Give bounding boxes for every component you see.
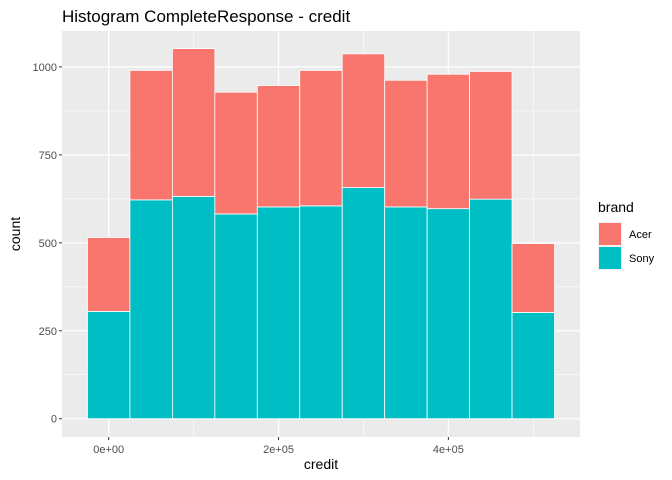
bar-sony-bin-6	[341, 187, 386, 420]
bar-sony-bin-0	[87, 311, 131, 420]
bar-sony-bin-3	[214, 213, 258, 420]
bar-acer-bin-3	[214, 91, 258, 215]
legend-label-acer: Acer	[629, 229, 652, 241]
x-tick-label: 0e+00	[93, 444, 124, 456]
bar-acer-bin-0	[87, 237, 131, 312]
bar-acer-bin-1	[129, 70, 173, 201]
bar-acer-bin-9	[469, 71, 513, 200]
x-axis: 0e+00 2e+05 4e+05	[93, 437, 464, 456]
bar-sony-bin-2	[171, 195, 216, 420]
y-tick-label: 750	[39, 150, 57, 162]
legend-swatch-acer	[599, 223, 621, 245]
y-axis-title: count	[7, 217, 23, 251]
y-axis: 0 250 500 750 1000	[33, 62, 62, 426]
bar-acer-bin-10	[511, 243, 555, 313]
legend-label-sony: Sony	[629, 253, 655, 265]
x-tick-label: 2e+05	[263, 444, 294, 456]
y-tick-label: 250	[39, 326, 57, 338]
legend-swatch-sony	[599, 247, 621, 269]
bar-sony-bin-8	[426, 208, 471, 420]
legend: brand Acer Sony	[598, 199, 655, 270]
bar-sony-bin-7	[384, 206, 428, 420]
legend-title: brand	[598, 199, 634, 215]
histogram-bars	[87, 48, 555, 420]
bar-acer-bin-6	[341, 53, 386, 188]
bar-acer-bin-2	[171, 48, 216, 197]
bar-acer-bin-8	[426, 73, 471, 210]
bar-sony-bin-1	[129, 199, 173, 420]
bar-sony-bin-4	[256, 206, 301, 420]
bar-acer-bin-5	[299, 70, 343, 207]
bar-acer-bin-7	[384, 79, 428, 208]
y-tick-label: 1000	[33, 62, 57, 74]
bar-acer-bin-4	[256, 85, 301, 208]
bar-sony-bin-10	[511, 312, 555, 420]
bar-sony-bin-5	[299, 205, 343, 420]
chart-title: Histogram CompleteResponse - credit	[62, 7, 350, 26]
legend-items: Acer Sony	[598, 222, 655, 270]
x-tick-label: 4e+05	[433, 444, 464, 456]
y-tick-label: 500	[39, 238, 57, 250]
x-axis-title: credit	[304, 456, 338, 472]
y-tick-label: 0	[51, 414, 57, 426]
bar-sony-bin-9	[469, 198, 513, 420]
